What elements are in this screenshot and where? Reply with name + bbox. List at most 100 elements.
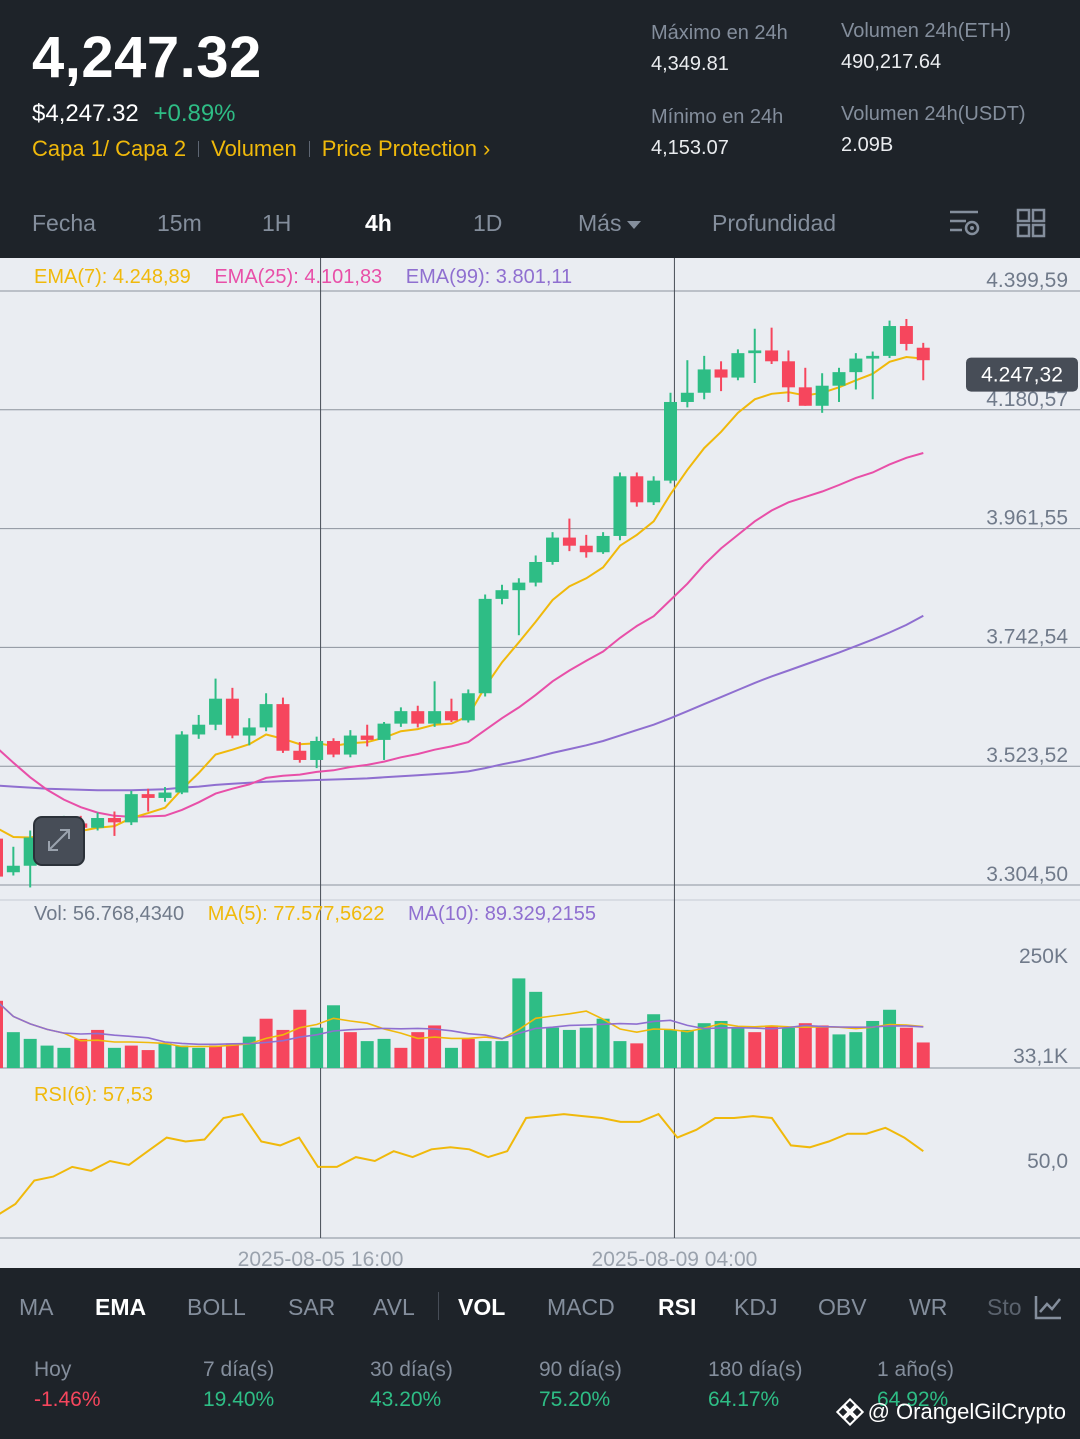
indicator-obv[interactable]: OBV (818, 1294, 867, 1320)
indicator-bar: MA EMA BOLL SAR AVL VOL MACD RSI KDJ OBV… (0, 1268, 1080, 1344)
legend-ema7: EMA(7): 4.248,89 (34, 266, 191, 288)
perf-7d: 7 día(s) 19.40% (203, 1358, 274, 1412)
candle-body (411, 711, 425, 724)
volume-bar (57, 1047, 71, 1068)
tab-profundidad[interactable]: Profundidad (712, 210, 837, 236)
volume-bar (680, 1029, 694, 1068)
perf-today: Hoy -1.46% (34, 1358, 101, 1412)
perf-label: 1 año(s) (877, 1358, 955, 1381)
indicator-avl[interactable]: AVL (373, 1294, 415, 1320)
rsi-tick-label: 50,0 (1027, 1150, 1068, 1173)
candle-body (225, 698, 239, 736)
volume-bar (579, 1027, 593, 1068)
volume-bar (310, 1027, 324, 1068)
candle-body (478, 598, 492, 694)
volume-bar (798, 1023, 812, 1068)
perf-value: 64.92% (877, 1388, 949, 1411)
volume-bar (74, 1038, 88, 1068)
tab-15m[interactable]: 15m (157, 210, 202, 236)
tag-layer[interactable]: Capa 1/ Capa 2 (32, 136, 187, 161)
rsi-line (0, 1112, 924, 1215)
perf-label: 90 día(s) (539, 1358, 622, 1381)
candle-body (0, 838, 3, 877)
perf-value: 75.20% (539, 1388, 611, 1411)
volume-bar (209, 1045, 223, 1068)
stat-value: 2.09B (841, 134, 894, 156)
volume-bar (478, 1041, 492, 1068)
watermark-text: @ OrangelGilCrypto (867, 1399, 1066, 1424)
indicator-ma[interactable]: MA (19, 1294, 54, 1320)
candle-body (647, 480, 661, 503)
stat-label: Volumen 24h(USDT) (841, 103, 1026, 125)
tab-1h[interactable]: 1H (262, 210, 292, 236)
stat-label: Volumen 24h(ETH) (841, 20, 1012, 42)
volume-bar (428, 1025, 442, 1068)
candle-body (124, 794, 138, 823)
price-chart[interactable]: 4.399,59 4.180,57 3.961,55 3.742,54 3.523,52… (0, 258, 1080, 1268)
price-tick-label: 4.399,59 (986, 269, 1068, 292)
tab-mas-label: Más (578, 210, 622, 236)
vol-legend: Vol: 56.768,4340 MA(5): 77.577,5622 MA(1… (34, 903, 596, 926)
indicator-wr[interactable]: WR (909, 1294, 948, 1320)
volume-bar (546, 1027, 560, 1068)
tab-mas[interactable]: Más (578, 210, 642, 237)
tab-4h[interactable]: 4h (365, 210, 392, 236)
volume-bar (107, 1047, 121, 1068)
candle-body (141, 794, 155, 798)
candle-body (596, 535, 610, 553)
indicator-settings-icon[interactable] (1032, 1292, 1064, 1322)
caret-down-icon (627, 220, 642, 229)
layout-grid-icon[interactable] (1016, 208, 1046, 238)
indicator-ema[interactable]: EMA (95, 1294, 147, 1320)
volume-tick-label: 33,1K (1013, 1045, 1068, 1068)
expand-icon[interactable] (33, 816, 85, 866)
chart-settings-icon[interactable] (948, 208, 982, 238)
candle-body (327, 740, 340, 755)
time-tick-label: 2025-08-09 04:00 (592, 1248, 758, 1268)
volume-bars (0, 978, 930, 1068)
grid-lines (0, 258, 1080, 1239)
candle-body (781, 361, 795, 388)
candle-body (428, 711, 442, 724)
candle-body (832, 372, 846, 386)
indicator-macd[interactable]: MACD (547, 1294, 615, 1320)
indicator-boll[interactable]: BOLL (187, 1294, 246, 1320)
volume-bar (664, 1029, 677, 1068)
tag-volume[interactable]: Volumen (211, 136, 297, 161)
indicator-sar[interactable]: SAR (288, 1294, 336, 1320)
chevron-right-icon[interactable]: › (483, 136, 491, 161)
volume-bar (293, 1009, 307, 1068)
volume-bar (394, 1047, 408, 1068)
ema99-line (0, 614, 924, 792)
candle-body (630, 476, 644, 503)
candle-body (798, 387, 812, 406)
candle-body (546, 537, 560, 562)
chart-area[interactable]: 4.399,59 4.180,57 3.961,55 3.742,54 3.523,52… (0, 258, 1080, 1268)
stat-value: 4,349.81 (651, 53, 729, 75)
volume-bar (327, 1005, 340, 1068)
stat-label: Máximo en 24h (651, 22, 788, 44)
tag-price-protection[interactable]: Price Protection (321, 136, 478, 161)
legend-ema99: EMA(99): 3.801,11 (405, 266, 573, 288)
candle-body (444, 711, 458, 721)
last-price: 4,247.32 (32, 25, 262, 90)
volume-bar (596, 1018, 610, 1068)
price-subline: $4,247.32 +0.89% (32, 100, 236, 128)
indicator-divider (438, 1292, 439, 1320)
volume-bar (377, 1038, 391, 1068)
tab-fecha[interactable]: Fecha (32, 210, 96, 236)
indicator-rsi[interactable]: RSI (658, 1294, 697, 1320)
price-tick-label: 3.742,54 (986, 625, 1068, 648)
ema7-line (0, 355, 924, 839)
candle-body (562, 537, 576, 546)
indicator-sto[interactable]: Sto (987, 1294, 1022, 1320)
tab-1d[interactable]: 1D (473, 210, 503, 236)
price-tick-label: 3.523,52 (986, 744, 1068, 767)
volume-bar (158, 1043, 172, 1068)
indicator-kdj[interactable]: KDJ (734, 1294, 778, 1320)
candle-body (293, 750, 307, 760)
candle-body (916, 347, 930, 361)
indicator-vol[interactable]: VOL (458, 1294, 506, 1320)
candle-body (276, 704, 290, 751)
indicator-lines (0, 355, 924, 1215)
